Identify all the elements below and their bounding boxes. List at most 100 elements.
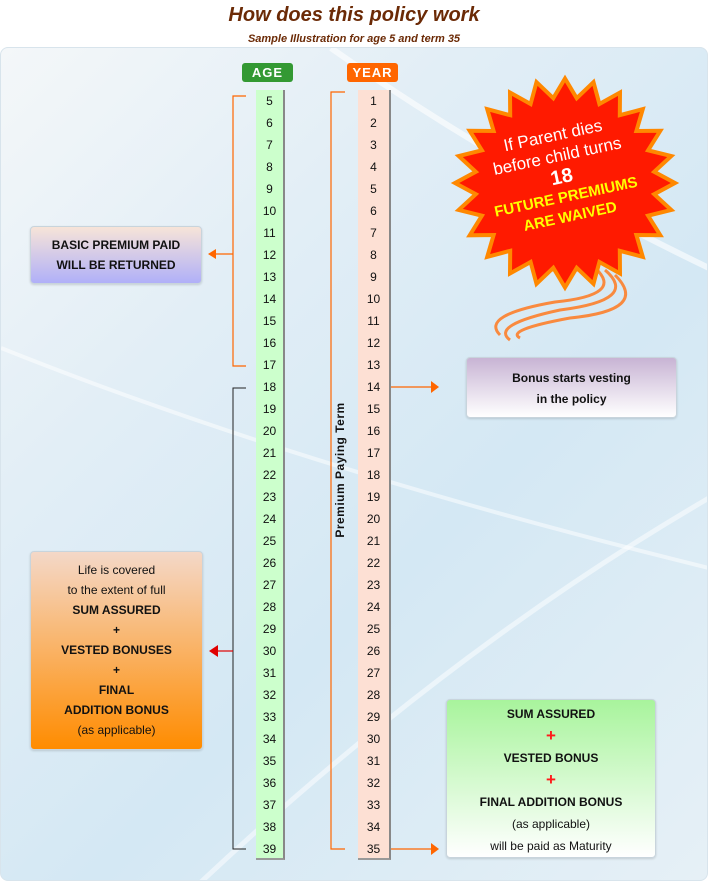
year-cell: 13	[366, 358, 381, 372]
age-cell: 29	[262, 622, 277, 636]
age-cell: 35	[262, 754, 277, 768]
age-column: 5 6 7 8 9 10 11 12 13 14 15 16 17 18 19 20 21 22 23 24 25 26 2…	[256, 90, 285, 860]
year-cell: 20	[366, 512, 381, 526]
year-header: YEAR	[347, 63, 398, 82]
basic-premium-line2: WILL BE RETURNED	[56, 258, 176, 272]
year-cell: 3	[370, 138, 377, 152]
year-cell: 8	[370, 248, 377, 262]
age-cell: 13	[262, 270, 277, 284]
life-line7: (as applicable)	[77, 723, 156, 737]
age-cell: 36	[262, 776, 277, 790]
age-cell: 38	[262, 820, 277, 834]
basic-premium-box: BASIC PREMIUM PAID WILL BE RETURNED	[30, 226, 202, 284]
page-title: How does this policy work	[228, 4, 480, 26]
age-cell: 17	[262, 358, 277, 372]
life-line6: ADDITION BONUS	[64, 703, 169, 717]
age-cell: 14	[262, 292, 277, 306]
age-cell: 22	[262, 468, 277, 482]
age-cell: 21	[262, 446, 277, 460]
age-cell: 23	[262, 490, 277, 504]
age-cell: 32	[262, 688, 277, 702]
age-cell: 12	[262, 248, 277, 262]
age-cell: 15	[262, 314, 277, 328]
age-cell: 33	[262, 710, 277, 724]
year-cell: 34	[366, 820, 381, 834]
year-cell: 28	[366, 688, 381, 702]
age-cell: 34	[262, 732, 277, 746]
life-cover-box: Life is covered to the extent of full SU…	[30, 551, 203, 750]
maturity-line5: will be paid as Maturity	[490, 839, 612, 853]
plus-icon: +	[546, 770, 556, 789]
year-cell: 21	[366, 534, 381, 548]
age-cell: 26	[262, 556, 277, 570]
bonus-line1: Bonus starts vesting	[512, 371, 631, 385]
age-cell: 30	[262, 644, 277, 658]
maturity-line3: FINAL ADDITION BONUS	[479, 795, 623, 809]
year-cell: 26	[366, 644, 381, 658]
year-cell: 11	[367, 314, 380, 328]
life-line5: FINAL	[98, 683, 135, 697]
age-cell: 20	[262, 424, 277, 438]
maturity-line4: (as applicable)	[511, 817, 591, 831]
age-cell: 11	[263, 226, 276, 240]
life-line4: VESTED BONUSES	[61, 643, 172, 657]
age-cell: 18	[262, 380, 277, 394]
year-cell: 5	[370, 182, 377, 196]
age-cell: 19	[262, 402, 277, 416]
life-plus2: +	[112, 663, 120, 677]
age-cell: 16	[262, 336, 277, 350]
page-subtitle: Sample Illustration for age 5 and term 3…	[247, 33, 461, 45]
age-cell: 5	[266, 94, 273, 108]
year-cell: 30	[366, 732, 381, 746]
year-cell: 15	[366, 402, 381, 416]
year-cell: 17	[366, 446, 381, 460]
year-cell: 29	[366, 710, 381, 724]
maturity-box: SUM ASSURED + VESTED BONUS + FINAL ADDIT…	[446, 699, 656, 858]
year-cell: 1	[370, 94, 377, 108]
age-cell: 24	[262, 512, 277, 526]
year-cell: 23	[366, 578, 381, 592]
age-cell: 37	[262, 798, 277, 812]
year-cell: 7	[370, 226, 377, 240]
year-cell: 18	[366, 468, 381, 482]
year-cell: 9	[370, 270, 377, 284]
year-cell: 24	[366, 600, 381, 614]
premium-paying-term-label: Premium Paying Term	[333, 402, 347, 538]
year-cell: 31	[366, 754, 381, 768]
age-header: AGE	[242, 63, 293, 82]
year-cell: 19	[366, 490, 381, 504]
maturity-line1: SUM ASSURED	[506, 707, 596, 721]
plus-icon: +	[546, 726, 556, 745]
life-plus1: +	[112, 623, 120, 637]
year-column: 1 2 3 4 5 6 7 8 9 10 11 12 13 14 15 16 17 18 19 20 21 22 23 24 2…	[358, 90, 391, 860]
bonus-vesting-box: Bonus starts vesting in the policy	[466, 357, 677, 418]
maturity-line2: VESTED BONUS	[503, 751, 599, 765]
age-cell: 27	[262, 578, 277, 592]
life-line2: to the extent of full	[67, 583, 166, 597]
year-cell: 27	[366, 666, 381, 680]
basic-premium-line1: BASIC PREMIUM PAID	[51, 238, 181, 252]
year-cell: 10	[366, 292, 381, 306]
age-cell: 25	[262, 534, 277, 548]
age-cell: 39	[262, 842, 277, 856]
age-cell: 7	[266, 138, 273, 152]
year-cell: 22	[366, 556, 381, 570]
life-line3: SUM ASSURED	[72, 603, 161, 617]
age-cell: 10	[262, 204, 277, 218]
year-cell: 32	[366, 776, 381, 790]
year-cell: 12	[366, 336, 381, 350]
year-cell: 16	[366, 424, 381, 438]
bonus-line2: in the policy	[536, 392, 607, 406]
year-cell: 33	[366, 798, 381, 812]
age-cell: 6	[266, 116, 273, 130]
life-line1: Life is covered	[77, 563, 156, 577]
year-cell: 6	[370, 204, 377, 218]
age-cell: 8	[266, 160, 273, 174]
year-cell: 2	[370, 116, 377, 130]
year-cell: 14	[366, 380, 381, 394]
age-cell: 31	[262, 666, 277, 680]
age-cell: 9	[266, 182, 273, 196]
year-cell: 35	[366, 842, 381, 856]
year-cell: 25	[366, 622, 381, 636]
year-cell: 4	[370, 160, 377, 174]
